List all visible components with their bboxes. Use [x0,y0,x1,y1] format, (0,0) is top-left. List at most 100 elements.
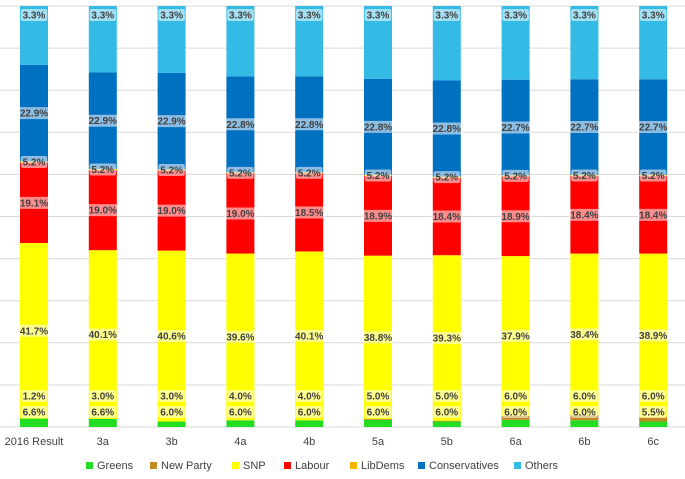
x-tick-label: 6b [578,436,590,448]
x-tick-label: 5a [372,436,385,448]
data-label-low-bg [364,406,392,418]
data-label-others-bg [502,9,529,21]
data-label-conservatives-bg [224,118,257,131]
data-label-labour-bg [155,204,188,217]
data-label-low-bg [502,406,529,418]
x-tick-label: 6c [647,436,659,448]
bar-segment-new-party [432,420,461,422]
data-label-snp-bg [362,331,394,344]
data-label-labour: 18.4% [570,210,598,221]
data-label-labour: 18.9% [501,212,529,223]
bar-segment-greens [570,420,599,427]
legend-swatch [418,462,425,469]
data-label-conservatives-bg [155,115,188,128]
data-label-snp: 39.3% [433,333,461,344]
data-label-labour-bg [362,209,394,222]
data-label-mid-bg [227,390,254,402]
data-label-others: 3.3% [91,11,114,22]
data-label-libdem-bg [640,169,667,182]
data-label-conservatives-bg [362,120,394,133]
data-label-libdem: 5.2% [229,168,252,179]
data-label-labour-bg [637,208,670,221]
data-label-others-bg [158,9,185,21]
data-label-others: 3.3% [435,11,458,22]
x-tick-label: 5b [441,436,453,448]
bar-segment-greens [501,419,530,427]
data-label-mid: 1.2% [23,392,46,403]
data-label-labour: 18.5% [295,208,323,219]
data-label-mid: 6.0% [504,392,527,403]
data-label-mid: 3.0% [91,392,114,403]
data-label-others: 3.3% [23,11,46,22]
data-label-libdem: 5.2% [435,173,458,184]
bar-segment-greens [157,421,186,427]
data-label-mid: 6.0% [573,392,596,403]
data-label-labour: 18.9% [364,211,392,222]
data-label-mid-bg [89,390,116,402]
data-label-others-bg [364,9,392,21]
data-label-snp: 38.4% [570,330,598,341]
data-label-labour: 19.1% [20,198,48,209]
data-label-libdem-bg [158,163,185,176]
data-label-low: 6.6% [23,408,46,419]
data-label-mid: 4.0% [298,392,321,403]
data-label-mid-bg [158,390,185,402]
data-label-low-bg [20,406,48,418]
data-label-libdem: 5.2% [642,171,665,182]
data-label-mid: 3.0% [160,392,183,403]
data-label-others-bg [20,9,48,21]
x-tick-label: 6a [509,436,522,448]
data-label-conservatives: 22.7% [501,123,529,134]
data-label-snp-bg [568,328,601,341]
data-label-others: 3.3% [160,11,183,22]
data-label-others: 3.3% [367,11,390,22]
data-label-low: 6.0% [504,408,527,419]
data-label-low-bg [158,406,185,418]
x-axis-ticks: 2016 Result 3a 3b 4a 4b 5a 5b 6a 6b 6c [5,436,660,448]
data-label-conservatives: 22.7% [570,123,598,134]
bar-segment-greens [20,418,48,427]
data-label-libdem-bg [89,163,116,176]
data-label-others-bg [227,9,254,21]
data-label-snp-bg [293,329,326,342]
data-label-libdem: 5.2% [23,157,46,168]
legend-swatch [232,462,239,469]
data-label-labour: 19.0% [89,206,117,217]
bar-segment-greens [88,419,117,427]
data-label-snp: 37.9% [501,331,529,342]
data-label-snp: 39.6% [226,332,254,343]
data-label-others-bg [433,9,460,21]
legend-swatch [150,462,157,469]
data-labels: 41.7% 19.1% 22.9% 3.3% 6.6% 1.2% 5.2% 40.1% 19.0… [18,9,670,419]
data-label-low: 5.5% [642,408,665,419]
data-label-conservatives: 22.8% [364,122,392,133]
data-label-libdem-bg [296,166,323,179]
data-label-libdem-bg [227,166,254,179]
data-label-libdem: 5.2% [91,165,114,176]
data-label-others-bg [296,9,323,21]
data-label-libdem-bg [433,171,460,184]
data-label-conservatives: 22.9% [157,117,185,128]
data-label-snp-bg [155,330,188,343]
data-label-mid: 6.0% [642,392,665,403]
data-label-labour-bg [18,196,50,209]
bar-segment-greens [295,420,324,427]
data-label-mid: 4.0% [229,392,252,403]
data-label-conservatives-bg [637,121,670,134]
legend-swatch [284,462,291,469]
data-label-snp: 41.7% [20,326,48,337]
data-label-others: 3.3% [504,11,527,22]
legend-swatch [86,462,93,469]
legend: Greens New Party SNP Labour LibDems Conservat… [86,460,559,472]
data-label-snp-bg [86,328,119,341]
data-label-mid-bg [20,390,48,402]
data-label-conservatives-bg [568,121,601,134]
data-label-mid: 5.0% [435,392,458,403]
data-label-conservatives: 22.8% [226,120,254,131]
data-label-labour-bg [430,210,463,223]
data-label-snp-bg [637,329,670,342]
data-label-libdem: 5.2% [160,165,183,176]
data-label-labour: 19.0% [157,206,185,217]
data-label-conservatives: 22.7% [639,123,667,134]
